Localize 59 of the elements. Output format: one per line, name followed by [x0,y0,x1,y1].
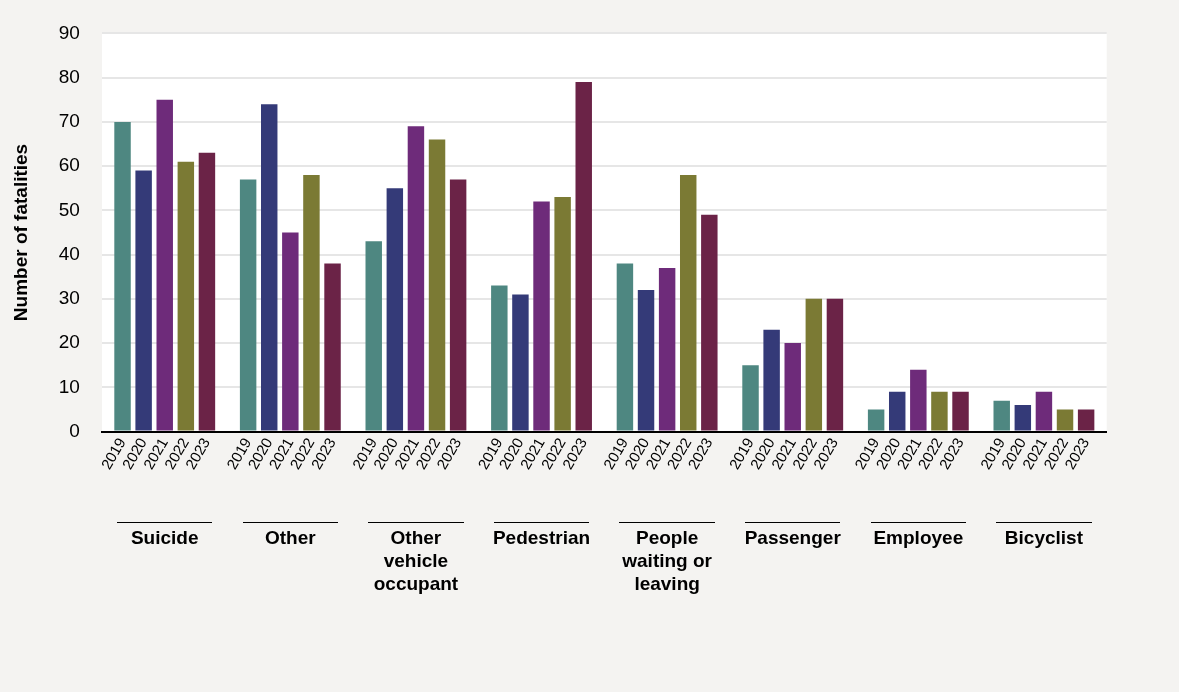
y-tick-label: 70 [58,110,80,132]
y-tick-label: 40 [58,242,80,264]
bar [637,290,655,431]
bar [554,197,571,431]
bar [784,343,801,431]
bar [135,170,152,431]
y-tick-label: 60 [58,154,80,176]
bar [575,82,592,431]
x-tick-label: Other [264,527,317,549]
x-tick-label: Suicide [130,527,199,549]
bar [512,294,529,431]
bar [867,409,885,431]
bar [680,174,697,431]
bar [239,179,257,431]
x-tick-label: People waiting or leaving [621,527,713,594]
x-tick-label: Pedestrian [492,527,591,549]
bar [1077,409,1095,431]
y-axis-title: Number of fatalities [9,143,31,322]
bar [114,121,131,431]
bar [491,285,508,431]
bar [303,174,320,431]
bar [282,232,299,431]
bar [701,214,718,431]
y-tick-label: 80 [58,65,80,87]
bar [449,179,467,431]
y-tick-label: 10 [58,375,80,397]
y-tick-label: 90 [58,21,80,43]
y-tick-label: 20 [58,331,80,353]
y-tick-label: 30 [58,287,80,309]
bar [324,263,341,431]
bar [742,365,759,431]
y-tick-label: 50 [58,198,80,220]
bar [407,126,425,431]
bar [156,99,173,431]
bar [826,298,844,431]
x-tick-label: Other vehicle occupant [373,527,459,594]
y-tick-label: 0 [69,419,80,441]
bar [533,201,550,431]
bar [386,188,404,431]
bar [261,104,278,431]
bar [889,391,906,431]
bar [952,391,969,431]
x-tick-label: Passenger [744,527,842,549]
bar [931,391,948,431]
bar [428,139,446,431]
bar [1035,391,1053,431]
bar [658,267,676,431]
bar [198,152,216,431]
bar [365,241,382,431]
bar [993,400,1010,431]
x-tick-label: Bicyclist [1004,527,1084,549]
bar [616,263,634,431]
bar [805,298,823,431]
bar [910,369,927,431]
bar [763,329,780,431]
bar [1056,409,1074,431]
x-tick-label: Employee [873,527,964,549]
bar [177,161,195,431]
bar [1014,405,1032,431]
